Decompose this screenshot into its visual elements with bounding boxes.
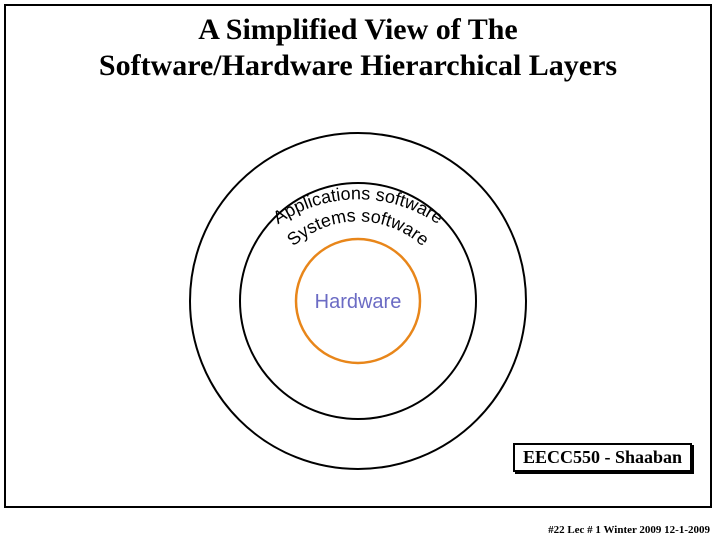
- title-line-2: Software/Hardware Hierarchical Layers: [6, 48, 710, 84]
- footer-box-text: EECC550 - Shaaban: [523, 447, 682, 467]
- footer-box: EECC550 - Shaaban: [513, 443, 692, 472]
- slide-title: A Simplified View of The Software/Hardwa…: [6, 12, 710, 84]
- slide-frame: A Simplified View of The Software/Hardwa…: [4, 4, 712, 508]
- footer-sub-text: #22 Lec # 1 Winter 2009 12-1-2009: [548, 524, 710, 536]
- layers-diagram: Hardware Applications software Systems s…: [158, 126, 558, 476]
- footer-sub: #22 Lec # 1 Winter 2009 12-1-2009: [548, 524, 710, 536]
- center-label: Hardware: [315, 291, 402, 313]
- title-line-1: A Simplified View of The: [6, 12, 710, 48]
